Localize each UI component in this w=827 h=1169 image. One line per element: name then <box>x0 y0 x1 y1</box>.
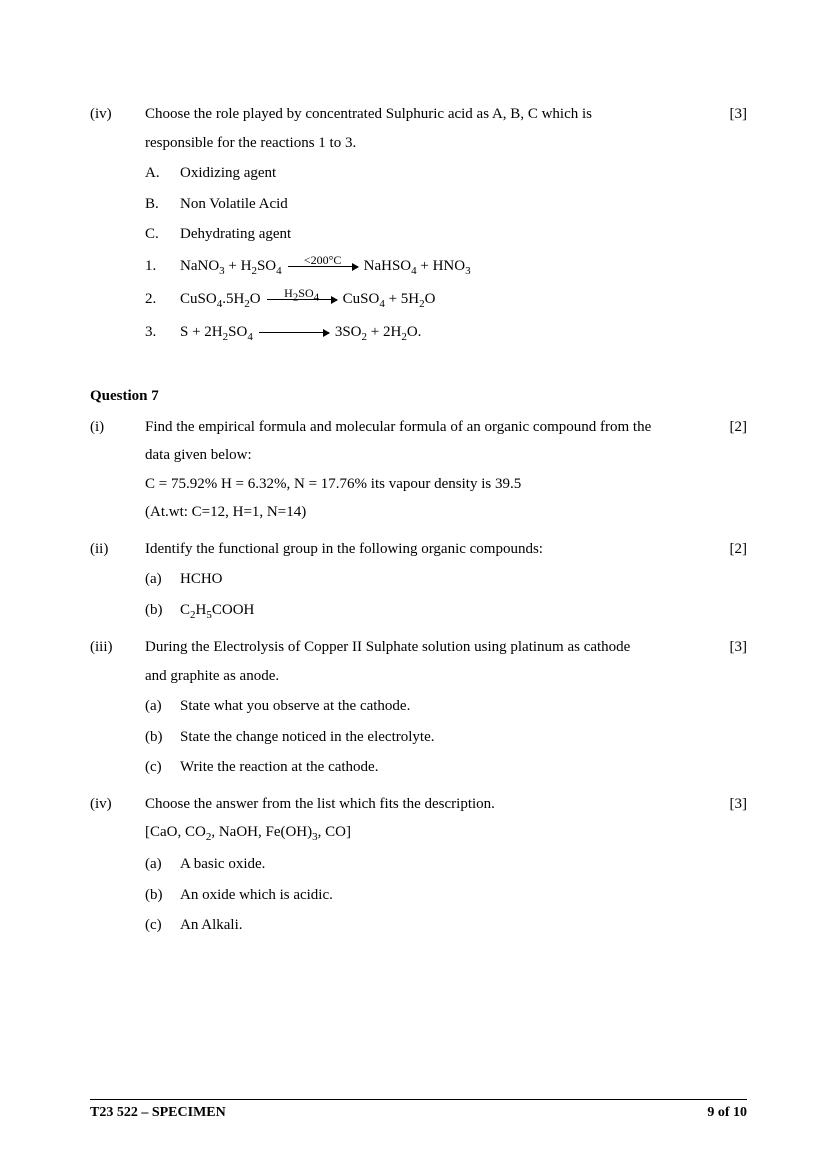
sub-label: (b) <box>145 596 180 626</box>
q7-heading: Question 7 <box>90 388 747 405</box>
q7-i-marks: [2] <box>707 413 747 527</box>
q7-i-line2: data given below: <box>145 441 707 470</box>
option-label: A. <box>145 159 180 188</box>
reaction-arrow-icon: <200°C <box>288 266 358 267</box>
reaction-left: NaNO3 + H2SO4 <box>180 251 282 282</box>
q7-iii-content: During the Electrolysis of Copper II Sul… <box>145 633 707 782</box>
q7-iii-line2: and graphite as anode. <box>145 662 707 691</box>
reaction-1: 1. NaNO3 + H2SO4 <200°C NaHSO4 + HNO3 <box>145 251 707 282</box>
sub-text: State the change noticed in the electrol… <box>180 723 707 752</box>
sub-label: (a) <box>145 850 180 879</box>
q7-ii: (ii) Identify the functional group in th… <box>90 535 747 626</box>
option-label: B. <box>145 190 180 219</box>
q7-ii-marks: [2] <box>707 535 747 626</box>
sub-text: An Alkali. <box>180 911 707 940</box>
q7-iv-number: (iv) <box>90 790 145 940</box>
option-text: Dehydrating agent <box>180 220 707 249</box>
q6-iv-option-b: B. Non Volatile Acid <box>145 190 707 219</box>
sub-label: (a) <box>145 692 180 721</box>
option-label: C. <box>145 220 180 249</box>
reaction-arrow-icon: H2SO4 <box>267 299 337 300</box>
sub-label: (c) <box>145 753 180 782</box>
q6-iv-option-a: A. Oxidizing agent <box>145 159 707 188</box>
page-footer: T23 522 – SPECIMEN 9 of 10 <box>90 1099 747 1121</box>
q7-i-content: Find the empirical formula and molecular… <box>145 413 707 527</box>
reaction-arrow-icon <box>259 332 329 333</box>
q7-iii: (iii) During the Electrolysis of Copper … <box>90 633 747 782</box>
reaction-number: 1. <box>145 251 180 281</box>
sub-text: C2H5COOH <box>180 596 707 626</box>
q6-iv-number: (iv) <box>90 100 145 348</box>
q7-iii-number: (iii) <box>90 633 145 782</box>
q7-iii-b: (b) State the change noticed in the elec… <box>145 723 707 752</box>
reaction-left: S + 2H2SO4 <box>180 317 253 348</box>
option-text: Non Volatile Acid <box>180 190 707 219</box>
q7-ii-text: Identify the functional group in the fol… <box>145 535 707 564</box>
sub-text: HCHO <box>180 565 707 594</box>
footer-right: 9 of 10 <box>707 1105 747 1121</box>
sub-text: An oxide which is acidic. <box>180 881 707 910</box>
q7-ii-number: (ii) <box>90 535 145 626</box>
q7-iv-content: Choose the answer from the list which fi… <box>145 790 707 940</box>
sub-text: A basic oxide. <box>180 850 707 879</box>
reaction-number: 2. <box>145 284 180 314</box>
q7-i-line3: C = 75.92% H = 6.32%, N = 17.76% its vap… <box>145 470 707 499</box>
q6-iv-marks: [3] <box>707 100 747 348</box>
q7-ii-a: (a) HCHO <box>145 565 707 594</box>
reaction-3: 3. S + 2H2SO4 3SO2 + 2H2O. <box>145 317 707 348</box>
q7-i: (i) Find the empirical formula and molec… <box>90 413 747 527</box>
reaction-2: 2. CuSO4.5H2O H2SO4 CuSO4 + 5H2O <box>145 284 707 315</box>
footer-left: T23 522 – SPECIMEN <box>90 1105 226 1121</box>
q6-iv-content: Choose the role played by concentrated S… <box>145 100 707 348</box>
sub-label: (b) <box>145 881 180 910</box>
q7-ii-content: Identify the functional group in the fol… <box>145 535 707 626</box>
q7-iv-list: [CaO, CO2, NaOH, Fe(OH)3, CO] <box>145 818 707 848</box>
q7-iv-b: (b) An oxide which is acidic. <box>145 881 707 910</box>
sub-label: (b) <box>145 723 180 752</box>
q7-i-line4: (At.wt: C=12, H=1, N=14) <box>145 498 707 527</box>
reaction-number: 3. <box>145 317 180 347</box>
q7-iii-c: (c) Write the reaction at the cathode. <box>145 753 707 782</box>
q6-iv-option-c: C. Dehydrating agent <box>145 220 707 249</box>
sub-text: State what you observe at the cathode. <box>180 692 707 721</box>
reaction-left: CuSO4.5H2O <box>180 284 261 315</box>
q7-iii-line1: During the Electrolysis of Copper II Sul… <box>145 633 707 662</box>
q7-i-number: (i) <box>90 413 145 527</box>
q7-iv-marks: [3] <box>707 790 747 940</box>
q7-iv: (iv) Choose the answer from the list whi… <box>90 790 747 940</box>
q6-iv-line2: responsible for the reactions 1 to 3. <box>145 129 707 158</box>
sub-label: (a) <box>145 565 180 594</box>
q7-iii-a: (a) State what you observe at the cathod… <box>145 692 707 721</box>
option-text: Oxidizing agent <box>180 159 707 188</box>
q6-iv: (iv) Choose the role played by concentra… <box>90 100 747 348</box>
reaction-right: 3SO2 + 2H2O. <box>335 317 422 348</box>
q6-iv-line1: Choose the role played by concentrated S… <box>145 100 707 129</box>
sub-label: (c) <box>145 911 180 940</box>
sub-text: Write the reaction at the cathode. <box>180 753 707 782</box>
q7-iv-c: (c) An Alkali. <box>145 911 707 940</box>
reaction-right: NaHSO4 + HNO3 <box>364 251 471 282</box>
q7-iii-marks: [3] <box>707 633 747 782</box>
q7-ii-b: (b) C2H5COOH <box>145 596 707 626</box>
q7-iv-text: Choose the answer from the list which fi… <box>145 790 707 819</box>
reaction-right: CuSO4 + 5H2O <box>343 284 436 315</box>
q7-iv-a: (a) A basic oxide. <box>145 850 707 879</box>
q7-i-line1: Find the empirical formula and molecular… <box>145 413 707 442</box>
page-container: (iv) Choose the role played by concentra… <box>0 0 827 1169</box>
